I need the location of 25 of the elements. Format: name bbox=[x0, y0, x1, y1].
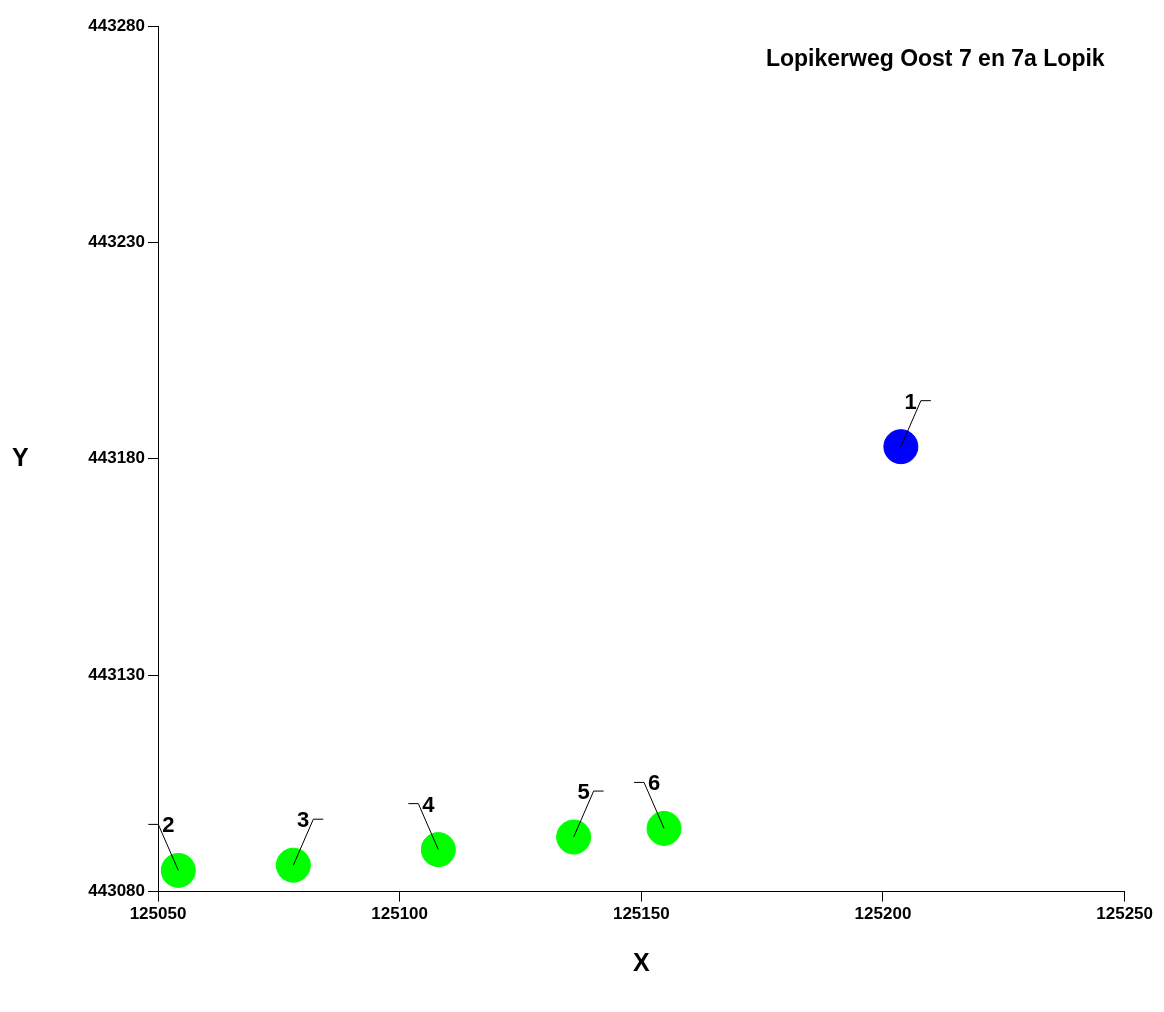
point bbox=[275, 847, 311, 883]
y-axis-title: Y bbox=[12, 442, 29, 471]
annotation: 3 bbox=[297, 807, 310, 833]
text: Lopikerweg Oost 7 en 7a Lopik bbox=[765, 44, 1105, 71]
x-tick-label: 125050 bbox=[129, 904, 187, 924]
point bbox=[883, 429, 919, 465]
annotation: 1 bbox=[904, 388, 917, 414]
point bbox=[556, 819, 592, 855]
x-tick-label: 125200 bbox=[854, 904, 912, 924]
annotation: 4 bbox=[422, 791, 436, 817]
annotation: 6 bbox=[648, 770, 661, 796]
point bbox=[420, 832, 456, 868]
y-tick-label: 443130 bbox=[88, 664, 145, 684]
annotation: 2 bbox=[162, 812, 175, 838]
y-tick-label: 443280 bbox=[88, 15, 145, 35]
point bbox=[160, 852, 196, 888]
point bbox=[646, 810, 682, 846]
x-tick-label: 125100 bbox=[371, 904, 429, 924]
y-tick-label: 443080 bbox=[88, 881, 145, 901]
annotation: 5 bbox=[577, 779, 590, 805]
x-tick-label: 125150 bbox=[612, 904, 670, 924]
x-axis-title: X bbox=[632, 947, 650, 976]
x-tick-label: 125250 bbox=[1096, 904, 1153, 924]
y-tick-label: 443180 bbox=[88, 448, 145, 468]
y-tick-label: 443230 bbox=[88, 232, 145, 252]
